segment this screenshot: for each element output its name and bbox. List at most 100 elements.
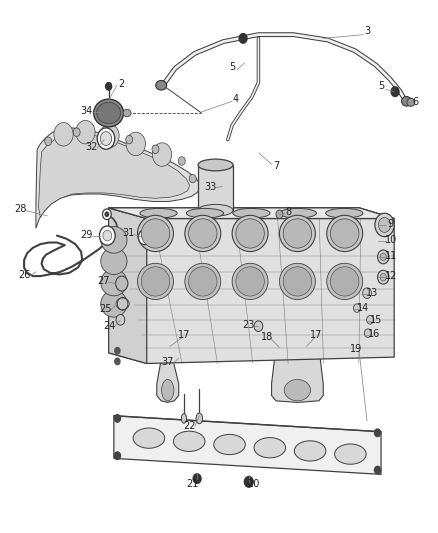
Circle shape: [97, 128, 115, 149]
Ellipse shape: [162, 379, 174, 401]
Text: 31: 31: [122, 229, 134, 238]
Circle shape: [116, 112, 119, 116]
Ellipse shape: [294, 441, 326, 461]
Ellipse shape: [141, 219, 170, 248]
Circle shape: [391, 87, 399, 96]
Circle shape: [120, 281, 124, 286]
Text: 33: 33: [204, 182, 216, 191]
Ellipse shape: [181, 414, 187, 423]
Circle shape: [73, 128, 80, 136]
Ellipse shape: [101, 290, 127, 317]
Circle shape: [99, 130, 106, 139]
Circle shape: [116, 111, 119, 115]
Circle shape: [375, 213, 394, 237]
Ellipse shape: [188, 219, 217, 248]
Circle shape: [254, 321, 263, 332]
Ellipse shape: [236, 219, 264, 248]
Ellipse shape: [233, 208, 270, 218]
Ellipse shape: [327, 215, 363, 252]
Circle shape: [106, 83, 112, 90]
Circle shape: [99, 115, 102, 118]
Ellipse shape: [101, 227, 127, 253]
Text: 9: 9: [388, 219, 394, 229]
Ellipse shape: [141, 266, 170, 296]
Text: 17: 17: [310, 330, 322, 340]
Ellipse shape: [185, 215, 221, 252]
Circle shape: [276, 210, 283, 219]
Circle shape: [367, 316, 374, 324]
Circle shape: [152, 145, 159, 154]
Text: 17: 17: [178, 330, 190, 340]
Ellipse shape: [236, 266, 264, 296]
Text: 2: 2: [119, 79, 125, 89]
Circle shape: [380, 273, 386, 281]
Circle shape: [374, 466, 381, 474]
Text: 18: 18: [261, 332, 273, 342]
Ellipse shape: [232, 263, 268, 300]
Ellipse shape: [326, 208, 363, 218]
Text: 5: 5: [229, 62, 235, 71]
Circle shape: [244, 477, 253, 487]
Text: 34: 34: [81, 106, 93, 116]
Circle shape: [114, 107, 117, 110]
Polygon shape: [36, 128, 201, 228]
Text: 13: 13: [366, 288, 378, 298]
Circle shape: [105, 104, 108, 108]
Ellipse shape: [254, 438, 286, 458]
Ellipse shape: [101, 248, 127, 274]
Polygon shape: [109, 208, 394, 364]
Circle shape: [76, 120, 95, 144]
Polygon shape: [114, 416, 381, 474]
Circle shape: [353, 304, 360, 312]
Ellipse shape: [123, 109, 131, 117]
Circle shape: [100, 124, 119, 148]
Circle shape: [152, 143, 172, 166]
Ellipse shape: [284, 379, 311, 401]
Circle shape: [110, 104, 113, 108]
Circle shape: [45, 137, 52, 146]
Ellipse shape: [232, 215, 268, 252]
Ellipse shape: [188, 266, 217, 296]
Ellipse shape: [101, 269, 127, 296]
Circle shape: [378, 217, 391, 232]
Text: 19: 19: [350, 344, 362, 354]
Ellipse shape: [407, 98, 415, 106]
Text: 37: 37: [162, 358, 174, 367]
Ellipse shape: [214, 434, 245, 455]
Ellipse shape: [402, 96, 411, 106]
Ellipse shape: [279, 215, 315, 252]
Polygon shape: [109, 208, 394, 219]
Circle shape: [364, 329, 371, 337]
Circle shape: [54, 123, 73, 146]
Text: 8: 8: [285, 207, 291, 217]
Ellipse shape: [173, 431, 205, 451]
Text: 26: 26: [18, 270, 31, 280]
Circle shape: [100, 107, 103, 110]
Text: 32: 32: [86, 142, 98, 152]
Ellipse shape: [283, 266, 312, 296]
Ellipse shape: [140, 208, 177, 218]
Polygon shape: [109, 208, 147, 364]
Ellipse shape: [330, 219, 359, 248]
Text: 14: 14: [357, 303, 369, 313]
Ellipse shape: [138, 263, 173, 300]
Text: 12: 12: [385, 271, 397, 281]
Text: 5: 5: [378, 82, 384, 91]
Polygon shape: [157, 348, 179, 402]
Ellipse shape: [198, 159, 233, 171]
Text: 25: 25: [99, 304, 111, 314]
Circle shape: [103, 230, 112, 241]
Circle shape: [378, 270, 389, 284]
Text: 15: 15: [370, 315, 382, 325]
Ellipse shape: [185, 263, 221, 300]
Text: 16: 16: [367, 329, 380, 338]
Circle shape: [138, 230, 151, 245]
Circle shape: [178, 157, 185, 165]
Ellipse shape: [133, 428, 165, 448]
Circle shape: [239, 34, 247, 43]
Circle shape: [116, 314, 125, 325]
Circle shape: [103, 118, 106, 122]
Circle shape: [114, 415, 120, 422]
Circle shape: [126, 135, 133, 144]
Text: 4: 4: [233, 94, 239, 103]
